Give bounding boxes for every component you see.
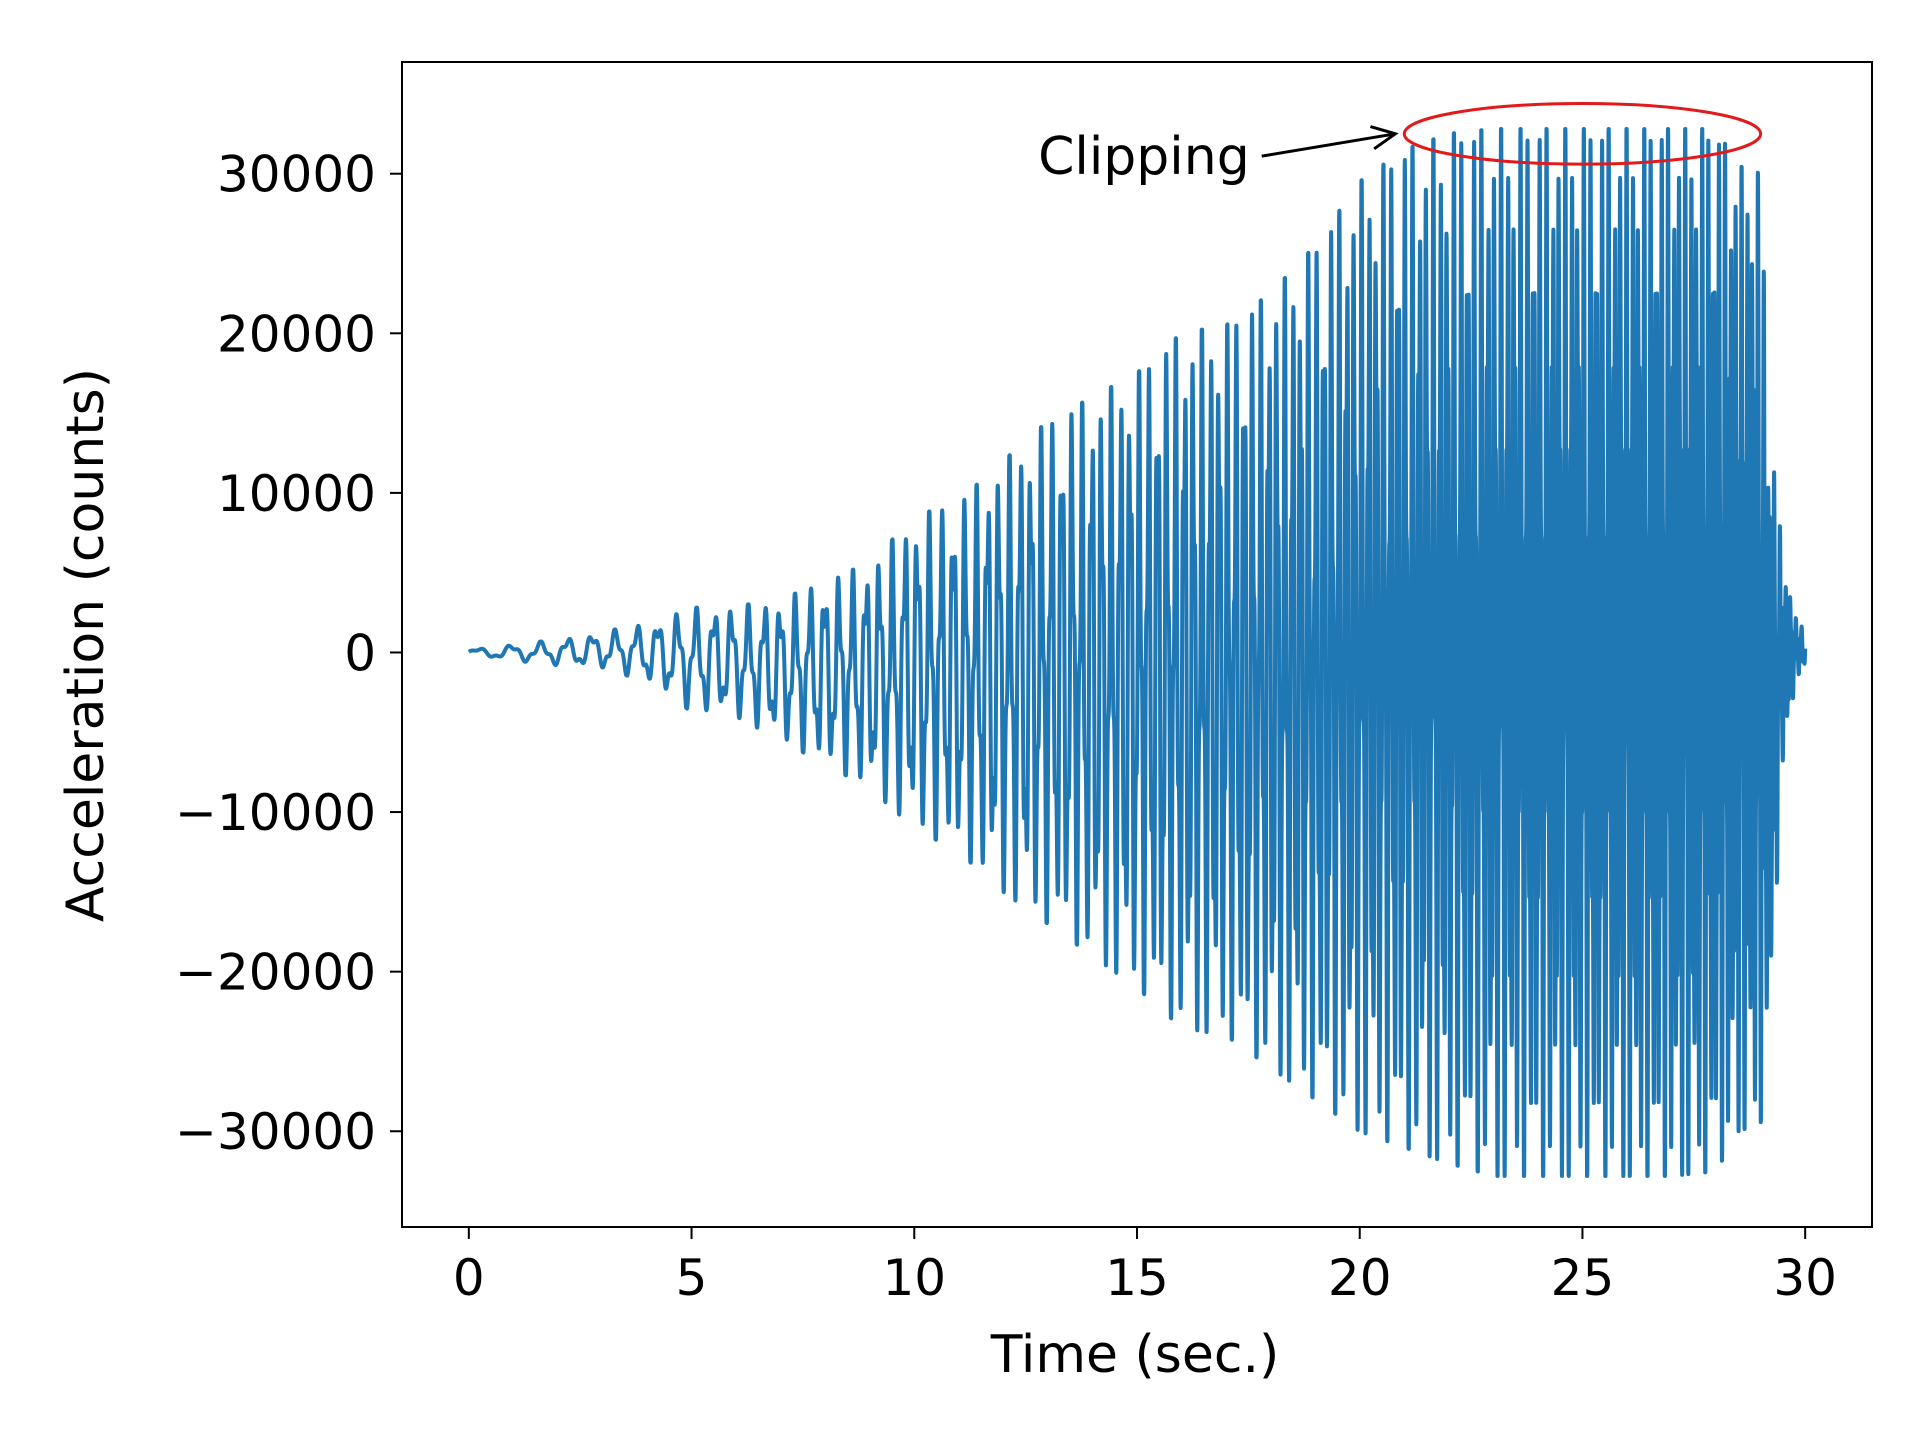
x-tick-label: 5 xyxy=(676,1249,708,1307)
x-tick-label: 30 xyxy=(1773,1249,1837,1307)
annotation-arrow xyxy=(1261,132,1396,158)
y-tick-label: 20000 xyxy=(217,305,376,363)
x-axis-label: Time (sec.) xyxy=(990,1325,1280,1385)
plot-area xyxy=(466,127,1808,1178)
x-tick-label: 25 xyxy=(1551,1249,1615,1307)
y-tick-label: −10000 xyxy=(175,784,376,842)
x-tick-label: 10 xyxy=(882,1249,946,1307)
y-axis-label: Acceleration (counts) xyxy=(56,368,116,922)
x-tick-label: 0 xyxy=(453,1249,485,1307)
y-tick-label: −30000 xyxy=(175,1103,376,1161)
x-tick-label: 20 xyxy=(1328,1249,1392,1307)
y-tick-label: −20000 xyxy=(175,944,376,1002)
annotation-label: Clipping xyxy=(1038,127,1250,187)
series-line xyxy=(466,127,1808,1178)
y-tick-label: 0 xyxy=(344,624,376,682)
axes: 0 5 10 15 20 25 30 −30000 −20000 −10000 0 10000 2000… xyxy=(175,61,1873,1307)
x-tick-label: 15 xyxy=(1105,1249,1169,1307)
y-tick-label: 30000 xyxy=(217,146,376,204)
annotation: Clipping xyxy=(1038,101,1763,187)
annotation-arrowhead xyxy=(1369,125,1399,151)
clipping-ellipse xyxy=(1402,101,1763,166)
y-tick-label: 10000 xyxy=(217,465,376,523)
